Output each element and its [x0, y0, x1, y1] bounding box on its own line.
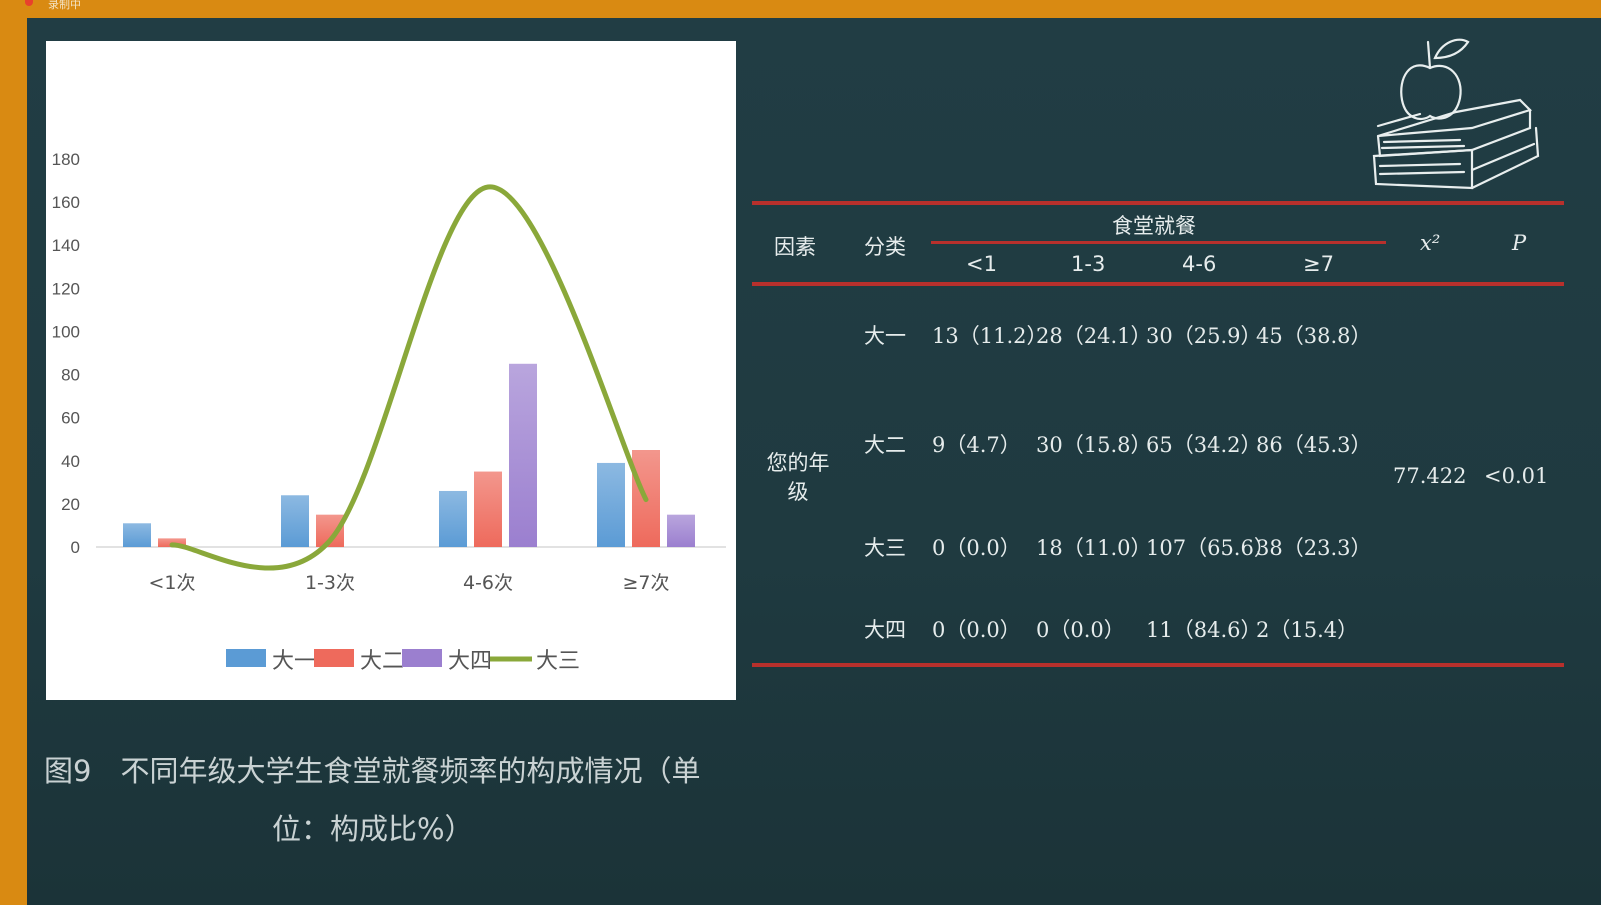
y-tick-label: 120	[52, 279, 80, 298]
recording-bar: 录制中	[0, 0, 1601, 18]
recording-label: 录制中	[48, 0, 81, 11]
y-tick-label: 60	[61, 409, 80, 428]
table-cell: 65（34.2）	[1146, 433, 1262, 457]
y-tick-label: 180	[52, 150, 80, 169]
table-cell: 13（11.2）	[932, 324, 1048, 348]
y-tick-label: 0	[71, 538, 80, 557]
table-cell: 86（45.3）	[1256, 433, 1372, 457]
row-label: 大二	[864, 433, 906, 457]
p-value: <0.01	[1484, 464, 1549, 488]
table-cell: 11（84.6）	[1146, 618, 1262, 642]
header-group: 食堂就餐	[1112, 214, 1196, 238]
header-category: 分类	[864, 235, 906, 259]
table-cell: 2（15.4）	[1256, 618, 1359, 642]
row-label: 大一	[864, 324, 906, 348]
legend-swatch	[226, 649, 266, 667]
table-cell: 38（23.3）	[1256, 536, 1372, 560]
y-tick-label: 160	[52, 193, 80, 212]
legend-label: 大四	[448, 649, 492, 674]
header-col-0: <1	[966, 252, 997, 276]
table-cell: 9（4.7）	[932, 433, 1021, 457]
factor-name: 您的年级	[766, 451, 830, 504]
header-chi-square: x²	[1420, 231, 1441, 255]
bar-大二	[474, 471, 502, 547]
row-label: 大三	[864, 536, 906, 560]
legend-label: 大二	[360, 649, 404, 674]
recording-dot-icon	[25, 0, 33, 6]
x-tick-label: 1-3次	[305, 572, 355, 594]
bar-大一	[597, 462, 625, 547]
table-group-rule	[931, 241, 1386, 244]
table-cell: 0（0.0）	[1036, 618, 1125, 642]
bar-大一	[281, 495, 309, 547]
header-factor: 因素	[774, 235, 816, 259]
x-tick-label: <1次	[148, 572, 195, 594]
table-cell: 45（38.8）	[1256, 324, 1372, 348]
legend-swatch	[402, 649, 442, 667]
bar-大四	[509, 363, 537, 547]
y-tick-label: 80	[61, 366, 80, 385]
table-cell: 30（25.9）	[1146, 324, 1262, 348]
chart: 0 20 40 60 80 100 120 140 160 180 <1次 1-3次 4-6次 ≥7次大一…	[46, 41, 736, 700]
table-top-rule	[752, 201, 1564, 205]
header-col-1: 1-3	[1071, 252, 1106, 276]
chart-svg: 0 20 40 60 80 100 120 140 160 180 <1次 1-3次 4-6次 ≥7次大一…	[52, 150, 726, 674]
line-大三	[169, 184, 649, 571]
table-header-rule	[752, 282, 1564, 286]
table-cell: 30（15.8）	[1036, 433, 1152, 457]
y-tick-label: 100	[52, 322, 80, 341]
header-p: P	[1512, 231, 1527, 255]
header-col-2: 4-6	[1182, 252, 1217, 276]
x-tick-label: 4-6次	[463, 572, 513, 594]
table-cell: 18（11.0）	[1036, 536, 1152, 560]
table-cell: 107（65.6）	[1146, 536, 1275, 560]
apple-books-icon	[1372, 38, 1540, 190]
table-cell: 28（24.1）	[1036, 324, 1152, 348]
x-tick-label: ≥7次	[622, 572, 669, 594]
bar-大一	[439, 490, 467, 547]
figure-caption-line2: 位：构成比%）	[272, 812, 474, 846]
table-bottom-rule	[752, 663, 1564, 667]
header-col-3: ≥7	[1303, 252, 1334, 276]
legend-swatch	[314, 649, 354, 667]
y-tick-label: 40	[61, 452, 80, 471]
bar-大一	[123, 523, 151, 547]
figure-caption-line1: 图9 不同年级大学生食堂就餐频率的构成情况（单	[44, 754, 701, 788]
table-cell: 0（0.0）	[932, 536, 1021, 560]
bar-大四	[667, 514, 695, 547]
row-label: 大四	[864, 618, 906, 642]
chi-square-value: 77.422	[1393, 464, 1467, 488]
y-tick-label: 140	[52, 236, 80, 255]
legend-label: 大一	[272, 649, 316, 674]
legend-label: 大三	[536, 649, 580, 674]
y-tick-label: 20	[61, 495, 80, 514]
table-cell: 0（0.0）	[932, 618, 1021, 642]
